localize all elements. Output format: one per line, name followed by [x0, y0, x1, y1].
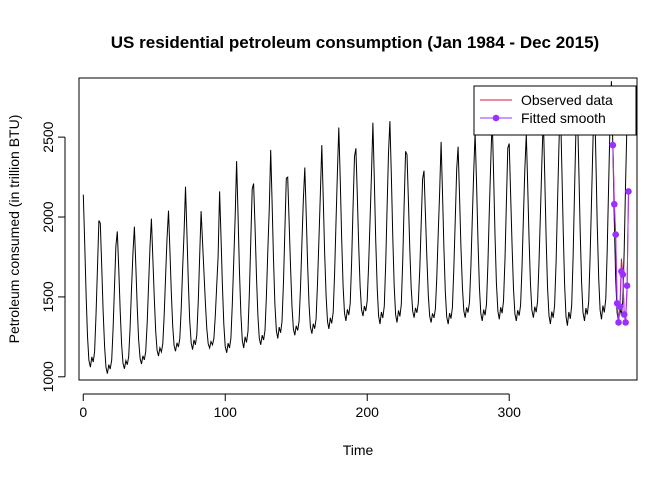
- legend: Observed data Fitted smooth: [473, 85, 637, 136]
- y-tick-label: 1500: [40, 281, 56, 312]
- x-axis-label: Time: [343, 442, 374, 458]
- fitted-point: [625, 188, 632, 195]
- fitted-point: [609, 141, 617, 149]
- legend-box: [473, 85, 637, 136]
- fitted-point: [622, 319, 629, 326]
- fitted-point: [623, 282, 631, 290]
- y-tick-label: 2000: [40, 201, 56, 232]
- legend-label: Fitted smooth: [521, 110, 606, 126]
- x-tick-label: 300: [498, 404, 522, 420]
- plot-frame: [78, 77, 638, 381]
- fitted-point: [610, 200, 618, 208]
- series-layer: [82, 81, 632, 374]
- fitted-point: [619, 271, 627, 278]
- fitted-point: [615, 319, 622, 326]
- y-tick-label: 2500: [40, 121, 56, 152]
- fitted-point: [616, 303, 624, 310]
- x-tick-label: 200: [356, 404, 380, 420]
- legend-label: Observed data: [521, 92, 613, 108]
- series-observed-line: [82, 81, 628, 374]
- y-axis: 1000 1500 2000 2500: [40, 121, 66, 392]
- fitted-point: [620, 311, 628, 318]
- x-tick-label: 0: [79, 404, 87, 420]
- chart-title: US residential petroleum consumption (Ja…: [111, 33, 599, 52]
- x-axis: 0 100 200 300: [79, 393, 522, 420]
- fitted-point: [612, 231, 620, 238]
- y-tick-label: 1000: [40, 361, 56, 392]
- legend-point: [492, 114, 500, 122]
- y-axis-label: Petroleum consumed (in trillion BTU): [6, 115, 22, 344]
- x-tick-label: 100: [214, 404, 238, 420]
